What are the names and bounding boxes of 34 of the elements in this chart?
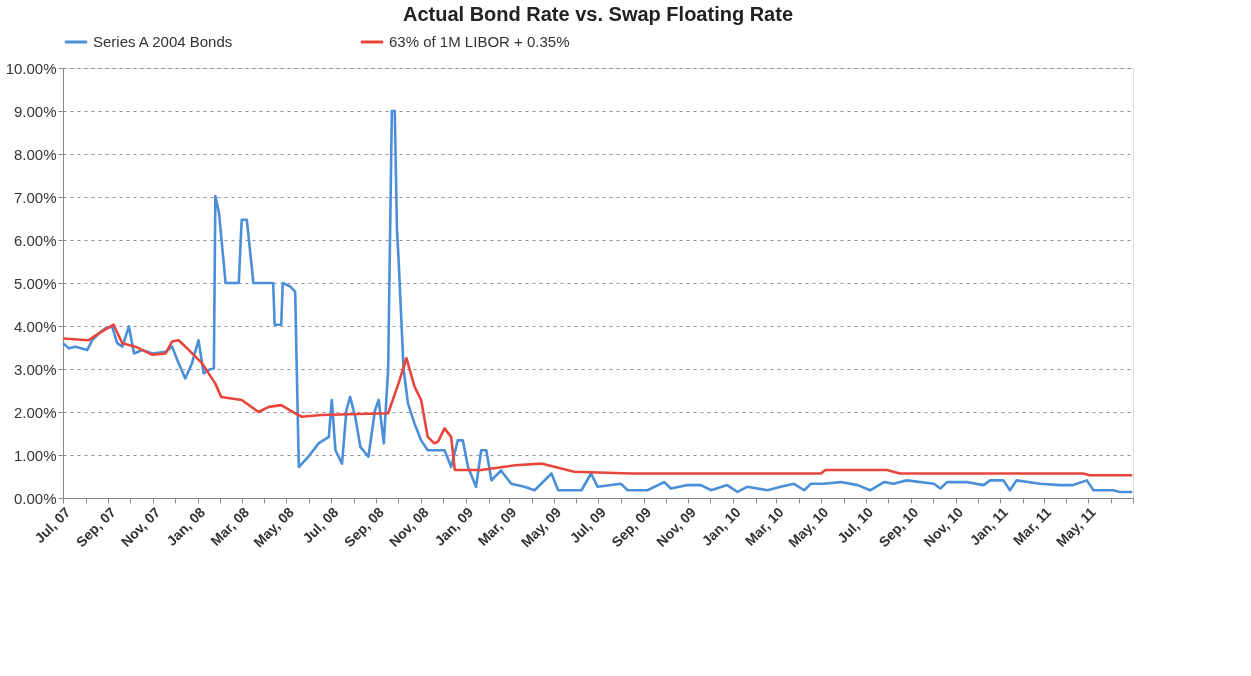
- y-tick-label: 7.00%: [13, 188, 57, 206]
- legend-label: Series A 2004 Bonds: [93, 33, 233, 50]
- x-tick-label: Sep, 10: [875, 503, 922, 551]
- y-tick-label: 4.00%: [13, 317, 57, 335]
- y-tick-label: 8.00%: [13, 145, 57, 163]
- x-tick-label: Sep, 09: [608, 503, 655, 551]
- legend-label: 63% of 1M LIBOR + 0.35%: [389, 33, 570, 50]
- y-tick-label: 9.00%: [13, 102, 57, 120]
- x-tick-label: Sep, 08: [340, 503, 387, 551]
- x-tick-label: Jul, 10: [833, 503, 877, 547]
- y-tick-label: 1.00%: [13, 446, 57, 464]
- x-tick-label: Mar, 11: [1009, 503, 1055, 549]
- x-tick-label: Mar, 10: [741, 503, 787, 549]
- x-tick-label: Nov, 08: [385, 503, 432, 550]
- y-tick-label: 5.00%: [13, 274, 57, 292]
- x-tick-label: Mar, 08: [207, 503, 253, 549]
- line-series: [61, 323, 1134, 477]
- line-series: [61, 109, 1134, 494]
- y-tick-label: 6.00%: [13, 231, 57, 249]
- x-tick-label: Nov, 07: [117, 503, 164, 550]
- chart-title: Actual Bond Rate vs. Swap Floating Rate: [402, 3, 794, 25]
- x-tick-label: Sep, 07: [72, 503, 119, 551]
- x-tick-label: Jan, 08: [163, 503, 209, 549]
- x-tick-label: Jan, 09: [431, 503, 477, 549]
- x-tick-label: Jul, 08: [299, 503, 342, 547]
- x-tick-label: Nov, 09: [653, 503, 699, 550]
- y-tick-label: 10.00%: [5, 59, 57, 77]
- x-tick-label: Jul, 09: [566, 503, 609, 547]
- x-tick-label: Mar, 09: [474, 503, 520, 549]
- y-tick-label: 2.00%: [13, 403, 57, 421]
- x-tick-label: Jan, 11: [966, 503, 1011, 549]
- y-tick-label: 3.00%: [13, 360, 57, 378]
- x-tick-label: Jan, 10: [698, 503, 744, 549]
- x-tick-label: Nov, 10: [920, 503, 967, 550]
